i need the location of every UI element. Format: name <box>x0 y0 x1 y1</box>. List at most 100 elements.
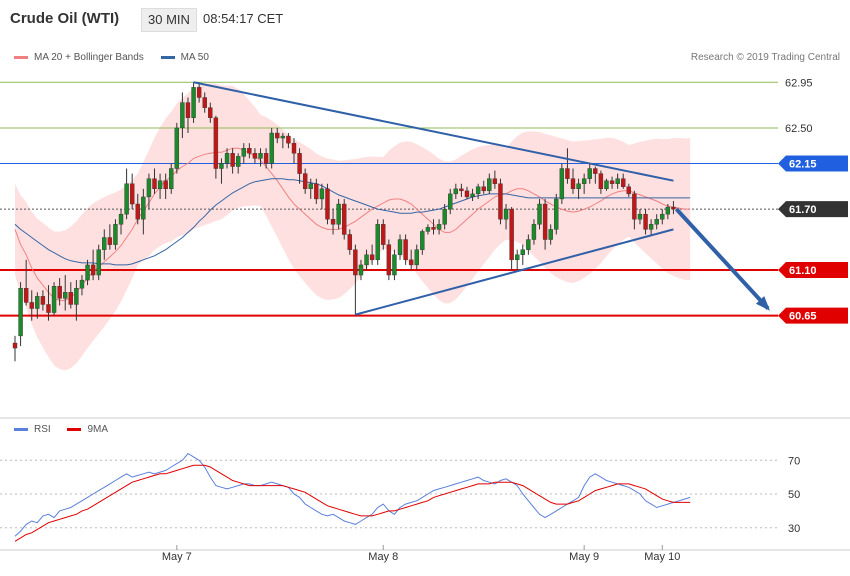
candle <box>18 282 23 347</box>
candle <box>509 207 514 270</box>
candle <box>537 198 542 230</box>
candle <box>314 178 319 205</box>
candle <box>342 198 347 240</box>
candle-body <box>308 183 313 190</box>
candle-body <box>23 288 29 303</box>
candle-body <box>381 224 386 245</box>
candle <box>336 198 341 230</box>
candle-body <box>202 97 207 108</box>
forecast-arrow-shaft <box>674 207 770 310</box>
candle <box>609 176 615 189</box>
candle <box>141 188 146 235</box>
candle-body <box>169 168 174 190</box>
candle <box>23 259 29 306</box>
candle-body <box>470 193 475 198</box>
candle-body <box>537 203 542 225</box>
candle <box>40 290 46 311</box>
candle <box>481 180 486 194</box>
candle-body <box>35 296 40 309</box>
candle-body <box>129 183 135 205</box>
candle-body <box>386 244 392 276</box>
candle-body <box>459 188 464 192</box>
candle-body <box>196 87 202 98</box>
candle <box>475 183 481 199</box>
interval-button[interactable]: 30 MIN <box>141 8 197 32</box>
level-lines <box>0 81 778 317</box>
candle <box>263 148 269 169</box>
candle-body <box>408 259 414 266</box>
level-label-60.65: 60.65 <box>789 311 817 323</box>
bollinger-band <box>15 83 691 371</box>
candle <box>174 122 180 174</box>
candle <box>381 219 386 250</box>
candle <box>325 183 330 225</box>
candle-body <box>436 224 442 230</box>
candle <box>319 183 325 210</box>
candle <box>648 219 654 235</box>
candle-body <box>648 224 654 230</box>
candle-body <box>74 288 79 305</box>
candle <box>425 224 431 235</box>
candle-body <box>191 87 196 118</box>
candle-body <box>509 208 514 261</box>
candle <box>459 183 464 197</box>
candle <box>241 143 246 164</box>
rsi-legend: RSI 9MA <box>14 424 122 435</box>
candle-body <box>263 153 269 164</box>
candle-body <box>593 168 598 174</box>
candle-body <box>559 168 565 200</box>
candle-body <box>392 254 397 276</box>
candle <box>492 170 498 189</box>
candle <box>542 198 548 250</box>
candle-body <box>286 135 291 144</box>
candle <box>604 178 609 191</box>
candle <box>593 166 598 184</box>
legend-label-ma20: MA 20 + Bollinger Bands <box>34 52 144 63</box>
candle <box>258 148 263 167</box>
candle-body <box>542 203 548 240</box>
lower-trend-line <box>355 228 674 316</box>
ma9-swatch <box>67 427 82 431</box>
candle-body <box>235 156 241 167</box>
candle <box>353 244 358 315</box>
candle <box>157 173 163 199</box>
candle <box>35 292 40 319</box>
candle-body <box>632 193 637 220</box>
level-labels: 62.95 62.50 62.15 61.70 61.10 60.65 <box>778 77 848 324</box>
candle <box>364 249 369 270</box>
candle-body <box>40 296 46 305</box>
candle <box>235 153 241 174</box>
ma50-swatch <box>160 55 175 59</box>
candle-body <box>314 183 319 200</box>
candle <box>113 219 118 250</box>
candle-body <box>414 249 419 266</box>
candle-body <box>12 342 18 349</box>
candle-body <box>548 229 553 240</box>
x-tick-label: May 9 <box>569 551 599 563</box>
candle <box>515 249 520 270</box>
x-tick-label: May 7 <box>162 551 192 563</box>
candle <box>85 259 90 286</box>
candle <box>347 229 352 255</box>
candle-body <box>275 132 280 139</box>
legend-item-9ma: 9MA <box>67 424 108 435</box>
candle-body <box>604 180 609 190</box>
copyright-text: Research © 2019 Trading Central <box>690 52 840 63</box>
candle <box>107 224 113 250</box>
candle-body <box>587 168 592 179</box>
moving-averages <box>14 147 691 301</box>
legend-item-ma50: MA 50 <box>160 52 209 63</box>
candle-body <box>615 178 620 184</box>
candle-body <box>481 186 486 192</box>
candle-body <box>598 173 604 190</box>
candle <box>431 219 436 235</box>
candle-body <box>609 180 615 184</box>
candle-body <box>297 153 302 174</box>
rsi-panel: 70 50 30 <box>0 417 850 542</box>
candle-body <box>526 239 531 250</box>
candle <box>615 173 620 189</box>
candle <box>269 127 274 169</box>
candle <box>224 148 230 169</box>
candle-body <box>475 186 481 195</box>
